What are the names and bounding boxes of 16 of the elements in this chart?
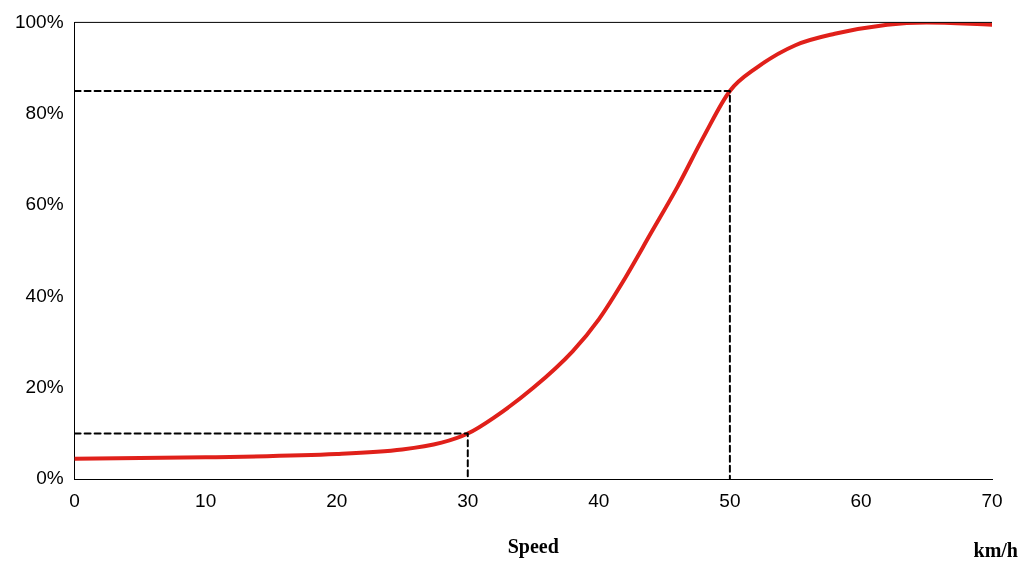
x-tick-label: 50 (719, 489, 741, 511)
x-axis-title: Speed (507, 535, 559, 559)
x-tick-label: 10 (195, 489, 217, 511)
y-tick-label: 60% (25, 193, 64, 215)
x-tick-label: 60 (850, 489, 872, 511)
x-tick-label: 20 (326, 489, 348, 511)
x-tick-label: 30 (457, 489, 479, 511)
x-tick-label: 70 (981, 489, 1003, 511)
y-tick-label: 20% (25, 376, 64, 398)
y-tick-label: 80% (25, 101, 64, 123)
y-tick-label: 100% (14, 10, 64, 32)
y-tick-label: 0% (36, 467, 64, 489)
x-tick-label: 0 (69, 489, 80, 511)
text: km/h (973, 539, 1018, 562)
x-tick-label: 40 (588, 489, 610, 511)
y-tick-label: 40% (25, 284, 64, 306)
